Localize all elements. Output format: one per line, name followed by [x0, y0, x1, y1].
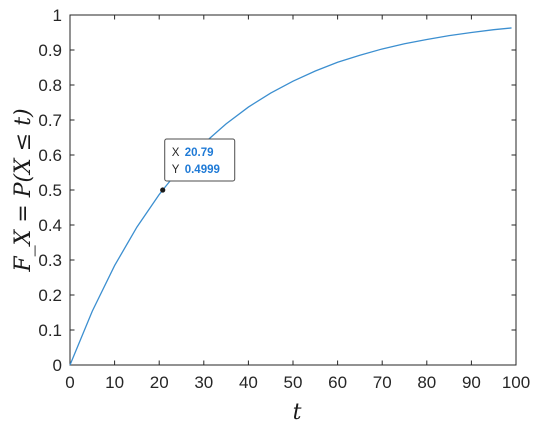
y-axis-title: F_X = P(X ≤ t)	[11, 108, 36, 272]
y-tick-label: 0	[53, 356, 62, 375]
y-tick-label: 0.4	[38, 216, 62, 235]
x-tick-labels: 0 10 20 30 40 50 60 70 80 90 100	[65, 373, 530, 392]
datatip-x-value: 20.79	[185, 147, 214, 159]
x-tick-label: 20	[150, 373, 169, 392]
datatip-marker[interactable]	[160, 187, 166, 193]
datatip[interactable]: X 20.79 Y 0.4999	[164, 138, 236, 182]
y-tick-label: 0.5	[38, 181, 62, 200]
x-tick-label: 30	[194, 373, 213, 392]
datatip-y-value: 0.4999	[185, 164, 220, 176]
x-tick-label: 0	[65, 373, 74, 392]
x-tick-label: 60	[328, 373, 347, 392]
y-tick-label: 0.6	[38, 146, 62, 165]
y-tick-label: 0.7	[38, 111, 62, 130]
y-tick-label: 0.2	[38, 286, 62, 305]
y-tick-label: 0.1	[38, 321, 62, 340]
cdf-curve	[69, 27, 512, 366]
datatip-y-key: Y	[172, 164, 180, 176]
datatip-x-key: X	[172, 147, 180, 159]
plot-area	[69, 14, 517, 366]
x-tick-label: 50	[284, 373, 303, 392]
y-tick-label: 0.9	[38, 41, 62, 60]
y-tick-label: 0.3	[38, 251, 62, 270]
x-axis-title: t	[293, 400, 302, 425]
y-tick-labels: 0 0.1 0.2 0.3 0.4 0.5 0.6 0.7 0.8 0.9 1	[38, 6, 62, 375]
y-tick-label: 0.8	[38, 76, 62, 95]
x-tick-label: 90	[462, 373, 481, 392]
x-tick-label: 10	[105, 373, 124, 392]
x-tick-label: 100	[502, 373, 530, 392]
axis-ticks	[69, 14, 517, 366]
x-tick-label: 70	[373, 373, 392, 392]
x-tick-label: 40	[239, 373, 258, 392]
y-tick-label: 1	[53, 6, 62, 25]
x-tick-label: 80	[417, 373, 436, 392]
datatip-box	[164, 138, 236, 182]
